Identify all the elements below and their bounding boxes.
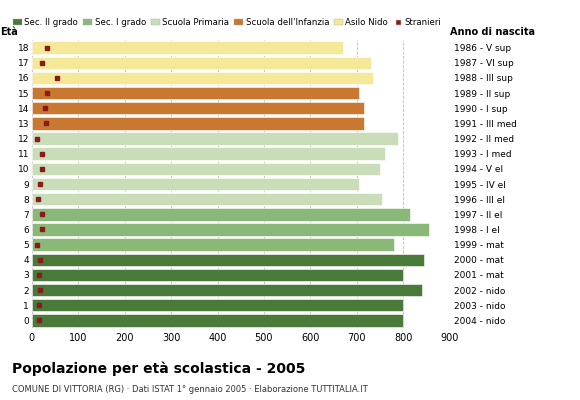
Text: Popolazione per età scolastica - 2005: Popolazione per età scolastica - 2005 (12, 362, 305, 376)
Text: COMUNE DI VITTORIA (RG) · Dati ISTAT 1° gennaio 2005 · Elaborazione TUTTITALIA.I: COMUNE DI VITTORIA (RG) · Dati ISTAT 1° … (12, 385, 367, 394)
Bar (32, 223, 429, 236)
Bar (32, 299, 403, 312)
Bar (32, 132, 398, 145)
Bar (32, 314, 403, 327)
Bar (32, 284, 422, 296)
Bar (32, 56, 371, 69)
Bar (32, 87, 359, 99)
Bar (32, 148, 385, 160)
Bar (32, 208, 410, 220)
Bar (32, 178, 359, 190)
Bar (32, 254, 424, 266)
Bar (32, 117, 364, 130)
Text: Anno di nascita: Anno di nascita (450, 27, 535, 37)
Bar (32, 163, 380, 175)
Text: Età: Età (1, 27, 19, 37)
Bar (32, 41, 343, 54)
Bar (32, 269, 403, 281)
Bar (32, 72, 373, 84)
Bar (32, 193, 382, 205)
Bar (32, 102, 364, 114)
Legend: Sec. II grado, Sec. I grado, Scuola Primaria, Scuola dell'Infanzia, Asilo Nido, : Sec. II grado, Sec. I grado, Scuola Prim… (13, 18, 441, 27)
Bar (32, 238, 394, 251)
